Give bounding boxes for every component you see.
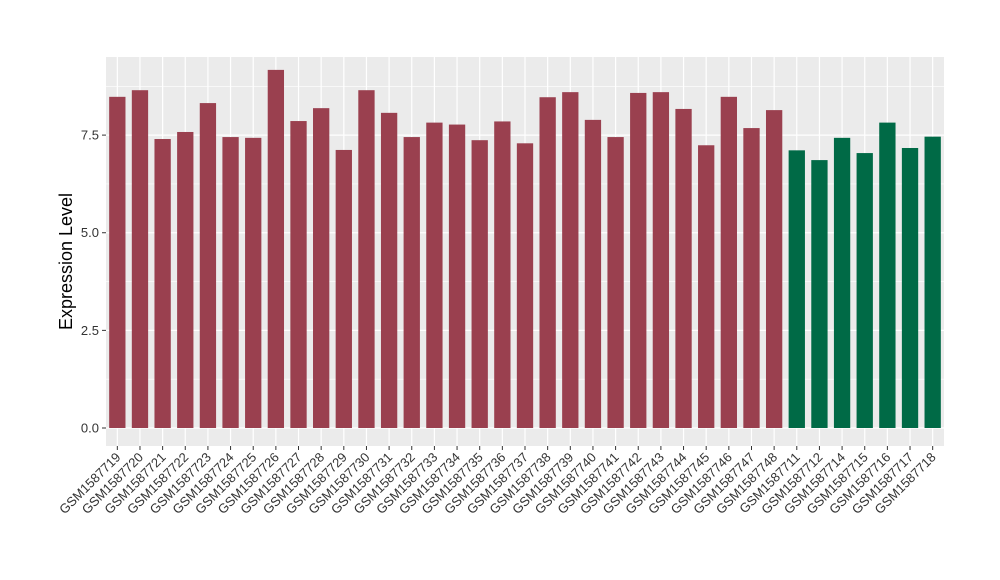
bar: [426, 122, 443, 428]
bar: [109, 96, 126, 429]
bar: [584, 119, 602, 428]
bar: [607, 137, 624, 428]
bar: [562, 92, 579, 428]
y-tick-label: 2.5: [81, 323, 99, 338]
bar: [743, 128, 760, 428]
y-axis-title: Expression Level: [56, 193, 76, 330]
y-axis: 0.0 2.5 5.0 7.5: [81, 128, 106, 436]
bar: [539, 97, 556, 428]
bar: [222, 137, 239, 428]
bars: [109, 69, 941, 429]
bar: [245, 137, 262, 429]
bar: [924, 136, 941, 429]
bar: [720, 96, 737, 429]
y-tick-label: 5.0: [81, 225, 99, 240]
y-tick-label: 0.0: [81, 421, 99, 436]
bar: [313, 108, 330, 429]
bar: [131, 90, 149, 429]
bar: [811, 160, 828, 429]
bar: [403, 137, 420, 428]
bar: [290, 121, 307, 428]
bar: [358, 90, 375, 429]
bar: [494, 121, 511, 429]
bar: [448, 124, 466, 429]
bar: [177, 131, 194, 428]
bar: [901, 147, 919, 429]
bar: [879, 122, 896, 428]
x-axis: GSM1587719GSM1587720GSM1587721GSM1587722…: [56, 446, 939, 517]
bar: [471, 140, 488, 428]
bar: [833, 137, 851, 429]
bar: [652, 92, 670, 428]
y-tick-label: 7.5: [81, 128, 99, 143]
bar: [380, 112, 398, 428]
bar: [335, 149, 352, 429]
bar: [154, 139, 171, 428]
bar: [788, 150, 805, 428]
bar: [267, 69, 285, 429]
bar: [698, 145, 715, 428]
bar: [199, 103, 217, 429]
bar: [765, 110, 783, 429]
bar: [675, 108, 692, 428]
bar: [856, 153, 873, 429]
bar: [630, 92, 647, 429]
bar: [516, 143, 534, 428]
